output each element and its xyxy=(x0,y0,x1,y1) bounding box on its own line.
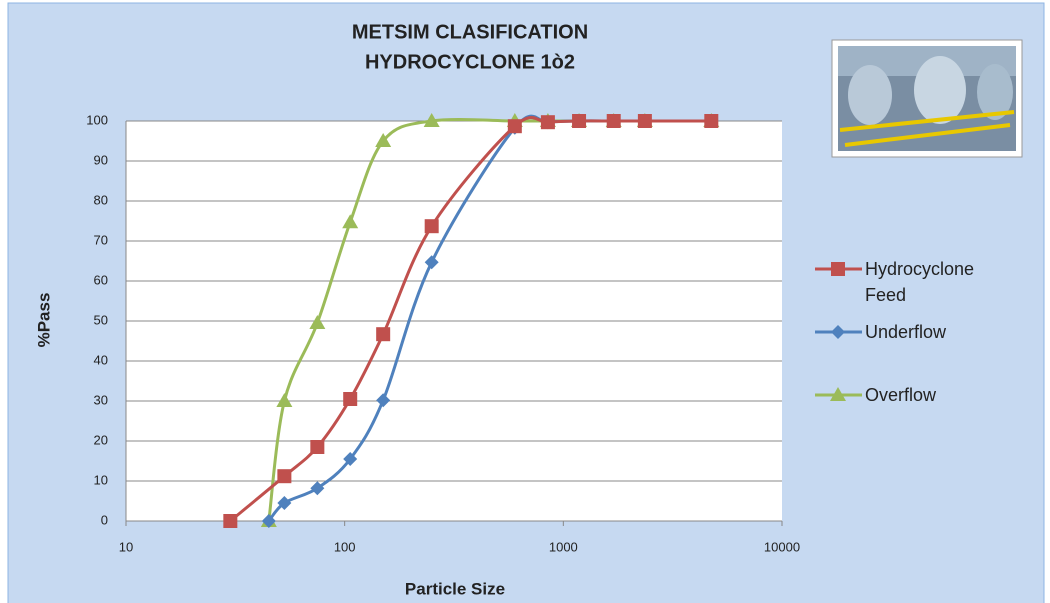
page: METSIM CLASIFICATION HYDROCYCLONE 1ò2 Pa… xyxy=(0,0,1050,603)
marker xyxy=(572,114,586,128)
x-tick-label: 100 xyxy=(334,539,356,554)
x-tick-label: 10000 xyxy=(764,539,800,554)
marker xyxy=(704,114,718,128)
marker xyxy=(343,392,357,406)
y-tick-label: 70 xyxy=(94,232,108,247)
marker xyxy=(607,114,621,128)
x-tick-label: 10 xyxy=(119,539,133,554)
y-axis-label: %Pass xyxy=(34,293,53,348)
x-axis-label: Particle Size xyxy=(405,579,505,598)
marker xyxy=(223,514,237,528)
marker xyxy=(277,469,291,483)
photo xyxy=(832,40,1022,157)
legend-label: Underflow xyxy=(865,319,1015,345)
x-tick-label: 1000 xyxy=(549,539,578,554)
y-tick-label: 20 xyxy=(94,432,108,447)
y-tick-label: 90 xyxy=(94,152,108,167)
y-tick-label: 0 xyxy=(101,512,108,527)
y-tick-label: 80 xyxy=(94,192,108,207)
y-tick-label: 10 xyxy=(94,472,108,487)
marker xyxy=(638,114,652,128)
y-tick-label: 100 xyxy=(86,112,108,127)
chart-subtitle: HYDROCYCLONE 1ò2 xyxy=(365,51,575,73)
legend-label: Overflow xyxy=(865,382,1015,408)
y-tick-label: 50 xyxy=(94,312,108,327)
marker xyxy=(425,219,439,233)
chart-title: METSIM CLASIFICATION xyxy=(352,21,588,43)
y-tick-label: 60 xyxy=(94,272,108,287)
marker xyxy=(541,115,555,129)
legend-label: Hydrocyclone Feed xyxy=(865,256,1015,308)
marker xyxy=(508,119,522,133)
legend-marker xyxy=(831,262,845,276)
marker xyxy=(310,440,324,454)
y-tick-label: 30 xyxy=(94,392,108,407)
y-tick-label: 40 xyxy=(94,352,108,367)
marker xyxy=(376,327,390,341)
